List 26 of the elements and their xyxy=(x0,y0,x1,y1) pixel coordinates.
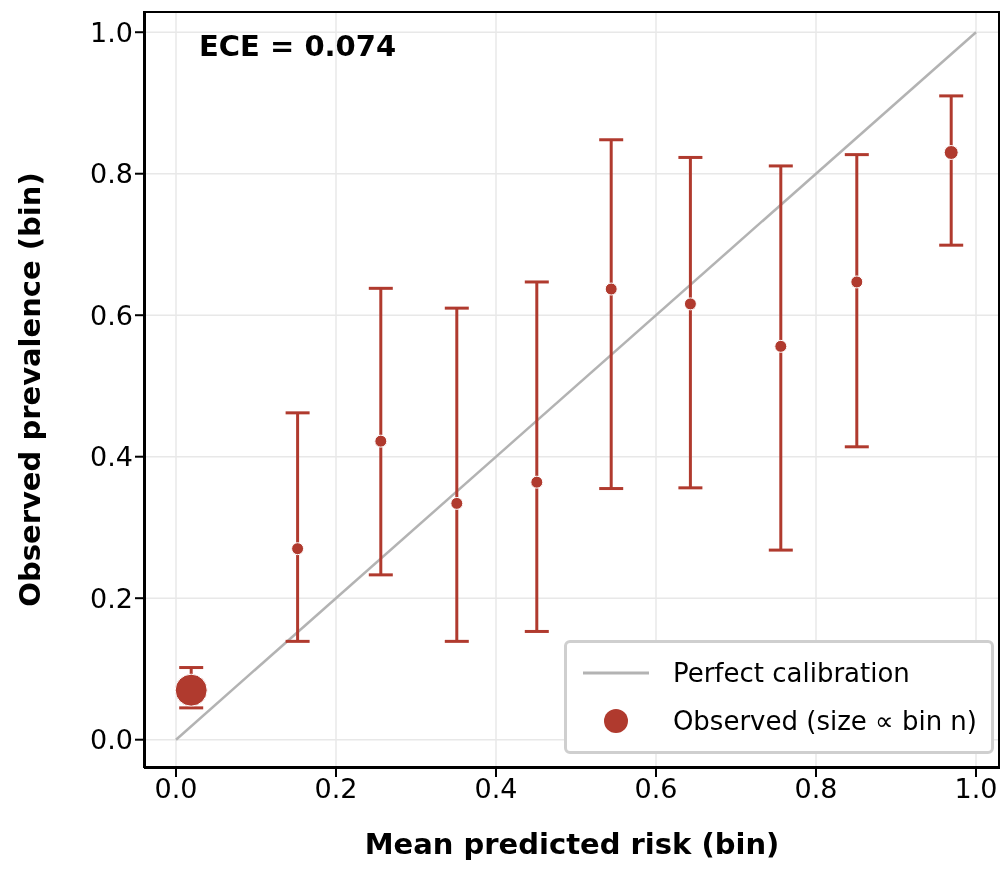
legend-label: Observed (size ∝ bin n) xyxy=(672,706,977,736)
y-tick-label: 1.0 xyxy=(90,16,133,48)
x-tick-label: 0.2 xyxy=(314,773,358,805)
y-tick-label: 0.8 xyxy=(90,158,133,190)
point xyxy=(943,145,959,160)
point xyxy=(291,542,305,556)
y-tick-label: 0.4 xyxy=(90,441,133,473)
point xyxy=(374,434,388,448)
y-tick-label: 0.0 xyxy=(90,724,133,756)
x-tick-label: 0.6 xyxy=(634,773,678,805)
x-tick-label: 0.0 xyxy=(154,773,198,805)
x-tick-label: 1.0 xyxy=(954,773,998,805)
point xyxy=(774,339,788,353)
y-axis-title: Observed prevalence (bin) xyxy=(13,172,48,607)
x-tick-label: 0.4 xyxy=(474,773,518,805)
point xyxy=(450,496,464,510)
x-tick-label: 0.8 xyxy=(794,773,838,805)
annotation: ECE = 0.074 xyxy=(199,29,397,63)
point xyxy=(683,297,697,311)
point xyxy=(604,282,618,296)
y-tick-label: 0.2 xyxy=(90,582,133,614)
legend-label: Perfect calibration xyxy=(672,658,910,688)
point xyxy=(530,475,544,489)
y-tick-label: 0.6 xyxy=(90,299,133,331)
x-axis-title: Mean predicted risk (bin) xyxy=(364,827,780,861)
point xyxy=(850,275,864,289)
